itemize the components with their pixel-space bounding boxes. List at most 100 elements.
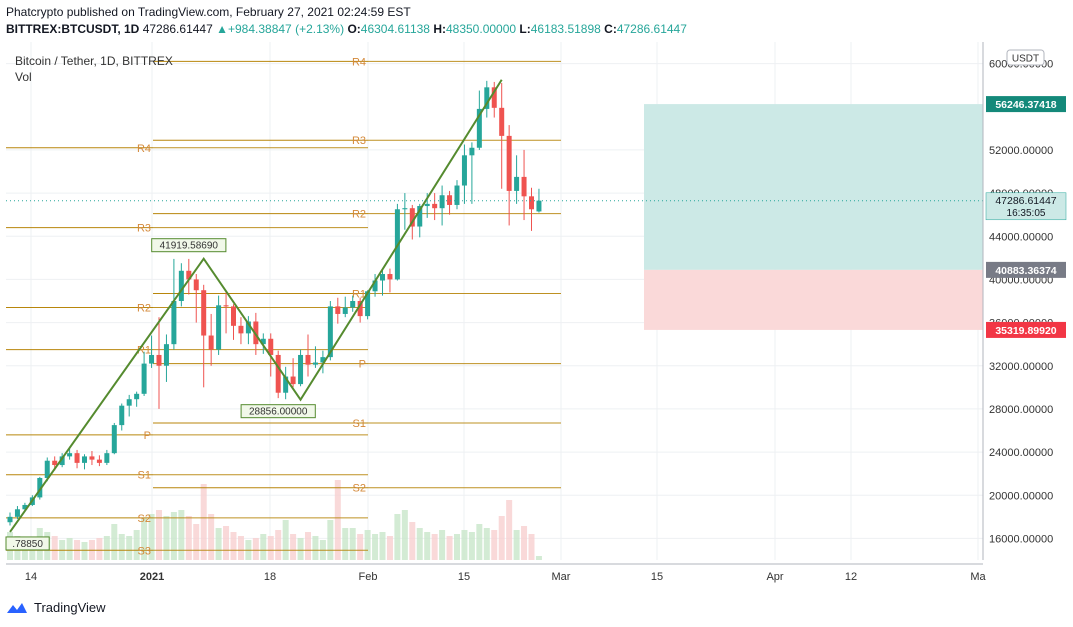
volume-bar — [133, 530, 140, 560]
open-value: 46304.61138 — [360, 22, 430, 36]
volume-bar — [156, 510, 162, 560]
volume-bar — [312, 536, 319, 560]
candle-up — [22, 504, 28, 510]
target-price-label: 56246.37418 — [995, 99, 1056, 111]
x-tick-label: 18 — [264, 571, 276, 583]
candle-up — [402, 208, 408, 210]
stop-price-label-bg — [986, 321, 1066, 338]
candle-up — [149, 354, 155, 364]
y-tick-label: 20000.00000 — [989, 490, 1053, 502]
volume-bar — [111, 524, 118, 560]
stop-zone[interactable] — [644, 269, 983, 330]
open-key: O: — [347, 22, 361, 36]
x-tick-label: 15 — [458, 571, 470, 583]
currency-button[interactable]: USDT — [1006, 49, 1045, 66]
candle-up — [14, 509, 20, 517]
candle-up — [439, 195, 445, 209]
current-price-label: 47286.61447 — [995, 195, 1056, 207]
candle-down — [201, 290, 207, 336]
candle-up — [312, 362, 318, 365]
volume-bar — [178, 510, 185, 560]
candle-up — [350, 301, 356, 308]
volume-bar — [215, 528, 222, 560]
close-value: 47286.61447 — [616, 22, 687, 36]
candle-up — [283, 376, 289, 393]
volume-bar — [282, 520, 289, 560]
volume-bar — [51, 536, 58, 560]
pivot-label-p: P — [359, 359, 366, 371]
volume-bar — [252, 538, 259, 560]
trend-lines[interactable] — [9, 79, 503, 533]
volume-bar — [498, 516, 505, 560]
candle-up — [461, 155, 467, 186]
candle-up — [484, 87, 490, 109]
pivot-label-p: P — [144, 430, 151, 442]
volume-bar — [334, 480, 341, 560]
candle-up — [245, 321, 251, 334]
target-zone[interactable] — [644, 104, 983, 270]
candle-up — [298, 354, 304, 385]
symbol-name[interactable]: BITTREX:BTCUSDT, 1D — [6, 22, 140, 36]
footer: TradingView — [6, 600, 106, 615]
tradingview-logo-icon — [7, 602, 27, 613]
x-tick-label: Feb — [359, 571, 378, 583]
y-tick-label: 24000.00000 — [989, 447, 1053, 459]
volume-bar — [416, 528, 423, 560]
volume-bar — [141, 518, 148, 560]
axes: 16000.00000 20000.00000 24000.00000 28000.0… — [6, 42, 1067, 583]
pivot-label-s1: S1 — [138, 470, 151, 482]
candle-up — [380, 274, 385, 281]
pivot-label-r2: R2 — [137, 302, 151, 314]
volume-bar — [163, 516, 170, 560]
pivot-label-r3: R3 — [352, 135, 366, 147]
stop-price-label: 35319.89920 — [995, 325, 1056, 337]
candle-down — [74, 453, 80, 463]
candle-down — [387, 274, 393, 280]
candle-up — [119, 405, 125, 426]
candle-down — [491, 87, 497, 108]
candle-down — [357, 301, 363, 317]
candle-down — [521, 176, 527, 197]
position-tool[interactable] — [644, 104, 983, 330]
candle-down — [89, 456, 95, 460]
volume-bar — [521, 526, 528, 560]
volume-bar — [506, 500, 513, 560]
chart-legend: Bitcoin / Tether, 1D, BITTREX Vol — [15, 54, 173, 84]
volume-bar — [200, 484, 207, 560]
volume-bar — [364, 530, 371, 560]
volume-bar — [237, 536, 244, 560]
candle-down — [432, 203, 438, 209]
candle-up — [59, 456, 65, 466]
x-tick-label: 14 — [25, 571, 37, 583]
volume-bar — [230, 532, 237, 560]
volume-bar — [379, 532, 386, 560]
candle-up — [67, 453, 73, 457]
zigzag-trend-line[interactable] — [9, 79, 503, 533]
candle-down — [253, 321, 259, 345]
candle-up — [372, 280, 378, 292]
volume-bar — [386, 536, 393, 560]
entry-price-label-bg — [986, 261, 1066, 278]
pivot-label-r4: R4 — [137, 143, 151, 155]
current-price-label-bg — [985, 192, 1067, 221]
x-tick-label: Apr — [766, 571, 783, 583]
volume-bar — [118, 534, 125, 560]
volume-bar — [409, 522, 416, 560]
price-note-box — [5, 536, 50, 551]
candle-down — [409, 208, 415, 227]
candle-up — [111, 425, 117, 454]
volume-bar — [193, 524, 200, 560]
candle-up — [37, 477, 43, 498]
candle-down — [447, 195, 453, 205]
footer-brand: TradingView — [34, 600, 106, 615]
volume-bar — [275, 530, 282, 560]
candle-up — [514, 176, 520, 191]
legend-vol: Vol — [15, 70, 32, 84]
candle-up — [260, 338, 266, 345]
volume-bar — [491, 530, 498, 560]
candle-down — [231, 306, 236, 326]
candle-up — [216, 305, 222, 350]
volume-bar — [81, 542, 88, 560]
volume-bar — [103, 536, 110, 560]
